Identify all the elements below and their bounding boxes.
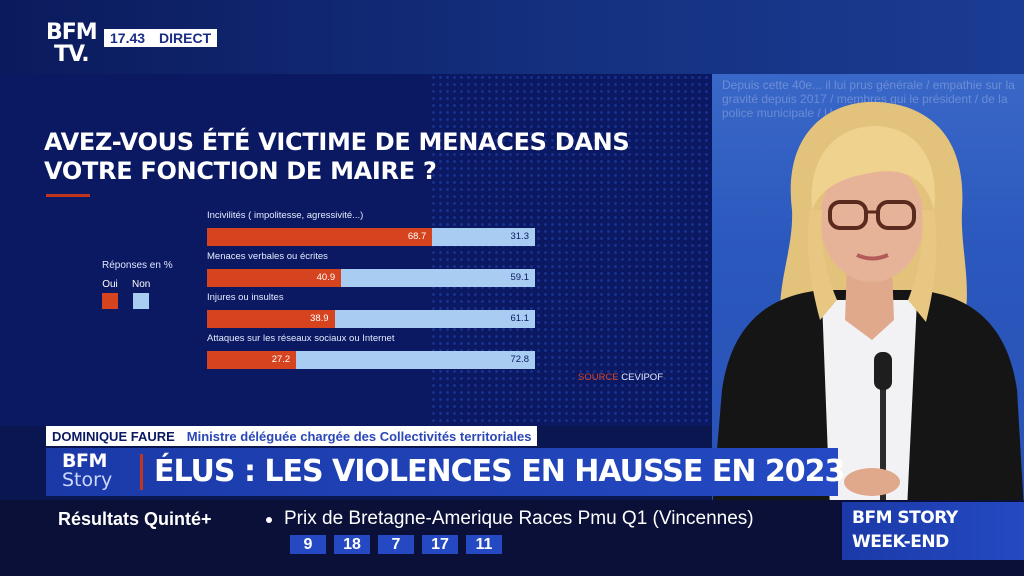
headline-bar (46, 448, 838, 496)
quinte-number: 11 (466, 535, 502, 554)
bar-value-label: 27.2 (271, 354, 291, 365)
bar-segment-non (432, 228, 535, 246)
guest-role: Ministre déléguée chargée des Collectivi… (186, 428, 532, 444)
bar-segment-non (296, 351, 535, 369)
legend-item-non: Non (132, 279, 150, 309)
bar-segment-non (341, 269, 535, 287)
bar-value-label: 61.1 (510, 313, 529, 324)
quinte-number: 17 (422, 535, 458, 554)
bar-category-label: Attaques sur les réseaux sociaux ou Inte… (207, 333, 395, 344)
ticker-title: Résultats Quinté+ (58, 509, 212, 529)
bar-category-label: Incivilités ( impolitesse, agressivité..… (207, 210, 364, 221)
legend-swatch-non (133, 293, 150, 309)
bar-category-label: Injures ou insultes (207, 292, 284, 303)
headline-text: ÉLUS : LES VIOLENCES EN HAUSSE EN 2023 (154, 454, 845, 489)
guest-name-strip: DOMINIQUE FAURE Ministre déléguée chargé… (46, 426, 538, 446)
title-underline (46, 194, 90, 197)
bar-segment-oui (207, 310, 335, 328)
legend-label-oui: Oui (102, 279, 118, 290)
stacked-bar: 40.9 59.1 (207, 269, 535, 287)
bar-segment-oui (207, 269, 342, 287)
stacked-bar: 38.9 61.1 (207, 310, 535, 328)
channel-logo: BFM TV. (46, 22, 102, 72)
guest-portrait (712, 101, 1024, 510)
stacked-bar: 27.2 72.8 (207, 351, 535, 369)
headline-separator (140, 454, 143, 490)
bar-value-label: 31.3 (510, 231, 529, 242)
source-name: CEVIPOF (621, 372, 663, 383)
chart-title-line1: AVEZ-VOUS ÉTÉ VICTIME DE MENACES DANS (44, 128, 630, 156)
chart-source: SOURCE CEVIPOF (578, 372, 663, 383)
program-brand-line1: BFM STORY (852, 508, 958, 528)
legend-item-oui: Oui (102, 279, 118, 309)
bar-value-label: 59.1 (510, 272, 529, 283)
bar-value-label: 72.8 (510, 354, 529, 365)
source-label: SOURCE (578, 372, 619, 383)
chart-title-line2: VOTRE FONCTION DE MAIRE ? (44, 157, 437, 185)
show-logo-b: Story (62, 469, 113, 491)
clock-time: 17.43 (110, 30, 146, 46)
live-label: DIRECT (159, 30, 212, 46)
logo-line1: BFM (46, 20, 98, 45)
quinte-number: 9 (290, 535, 326, 554)
live-time-badge: 17.43 DIRECT (104, 29, 218, 47)
quinte-number: 18 (334, 535, 370, 554)
legend-title: Réponses en % (102, 260, 173, 271)
quinte-number: 7 (378, 535, 414, 554)
stacked-bar: 68.7 31.3 (207, 228, 535, 246)
legend-label-non: Non (132, 279, 151, 290)
ticker-bullet-icon (266, 517, 272, 523)
program-brand-line2: WEEK-END (852, 532, 949, 552)
ticker-text: Prix de Bretagne-Amerique Races Pmu Q1 (… (284, 508, 754, 529)
legend-swatch-oui (102, 293, 118, 309)
guest-name: DOMINIQUE FAURE (52, 428, 175, 444)
bar-value-label: 38.9 (310, 313, 329, 324)
chart-legend: Réponses en % Oui Non (102, 260, 173, 309)
bar-segment-oui (207, 228, 433, 246)
chart-title: AVEZ-VOUS ÉTÉ VICTIME DE MENACES DANS VO… (44, 128, 694, 186)
bar-value-label: 68.7 (407, 231, 427, 242)
logo-line2: TV. (54, 42, 90, 67)
show-logo: BFM Story (62, 452, 134, 492)
stacked-bar-chart: Incivilités ( impolitesse, agressivité..… (207, 210, 537, 380)
program-brand: BFM STORY WEEK-END (852, 506, 1022, 554)
bar-segment-non (334, 310, 535, 328)
program-brand-box (842, 502, 1024, 560)
show-logo-a: BFM (62, 450, 107, 472)
quinte-numbers: 9 18 7 17 11 (290, 535, 502, 554)
bar-category-label: Menaces verbales ou écrites (207, 251, 328, 262)
bar-value-label: 40.9 (316, 272, 336, 283)
bar-segment-oui (207, 351, 297, 369)
